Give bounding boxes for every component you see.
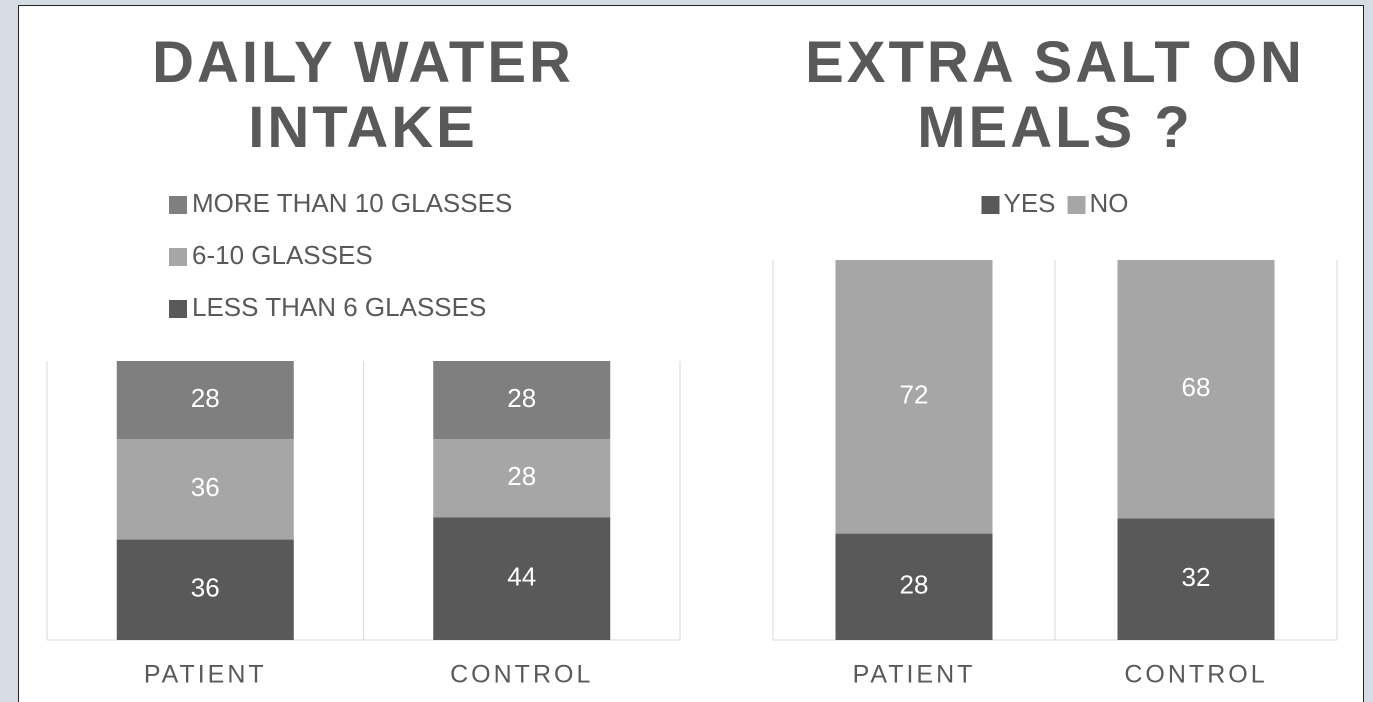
x-tick-label: CONTROL <box>450 661 593 689</box>
data-label: 28 <box>191 383 220 413</box>
bar-segment <box>1117 518 1275 640</box>
chart-title: EXTRA SALT ON MEALS ? <box>805 30 1305 160</box>
chart-title: DAILY WATER INTAKE <box>152 30 574 160</box>
bar-segment <box>433 517 611 640</box>
data-label: 36 <box>191 573 220 603</box>
legend-label: MORE THAN 10 GLASSES <box>192 188 512 218</box>
bar-segment <box>1117 260 1275 519</box>
bar-segment <box>433 361 611 440</box>
legend-swatch <box>981 196 1000 214</box>
x-tick-label: PATIENT <box>144 661 267 689</box>
bar-segment <box>835 533 993 640</box>
data-label: 32 <box>1182 562 1211 592</box>
data-label: 68 <box>1182 372 1211 402</box>
legend-swatch <box>1067 196 1086 214</box>
legend-label: LESS THAN 6 GLASSES <box>192 292 486 322</box>
bar-segment <box>116 361 294 440</box>
legend-swatch <box>169 300 187 318</box>
data-label: 28 <box>900 570 929 600</box>
legend-swatch <box>169 248 187 266</box>
x-tick-label: CONTROL <box>1124 661 1267 689</box>
bar-segment <box>433 439 611 518</box>
legend-label: 6-10 GLASSES <box>192 240 373 270</box>
legend-swatch <box>169 196 187 214</box>
bar-segment <box>835 260 993 534</box>
bar-segment <box>116 439 294 540</box>
bar-segment <box>116 539 294 640</box>
data-label: 28 <box>507 461 536 491</box>
x-tick-label: PATIENT <box>853 661 976 689</box>
data-label: 28 <box>507 383 536 413</box>
legend-label: NO <box>1090 188 1129 218</box>
legend-label: YES <box>1003 188 1055 218</box>
data-label: 44 <box>507 561 536 591</box>
data-label: 72 <box>900 380 929 410</box>
data-label: 36 <box>191 472 220 502</box>
